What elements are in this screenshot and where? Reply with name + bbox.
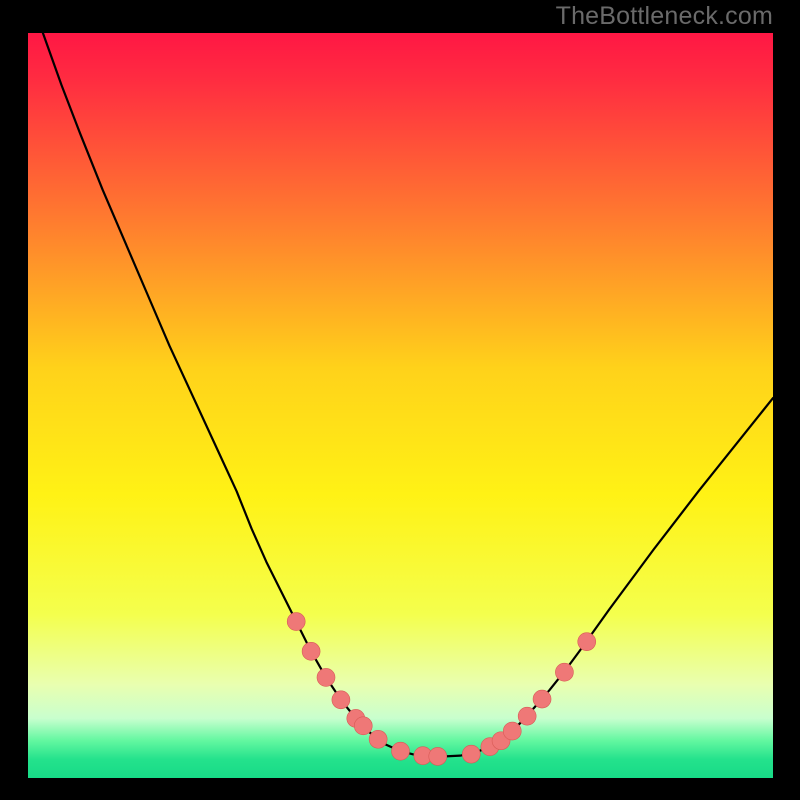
- marker-point: [369, 730, 387, 748]
- plot-background: [28, 33, 773, 778]
- marker-point: [317, 668, 335, 686]
- marker-point: [578, 633, 596, 651]
- marker-point: [503, 722, 521, 740]
- marker-point: [429, 747, 447, 765]
- marker-point: [287, 613, 305, 631]
- marker-point: [354, 717, 372, 735]
- marker-point: [462, 745, 480, 763]
- chart-stage: TheBottleneck.com: [0, 0, 800, 800]
- marker-point: [555, 663, 573, 681]
- marker-point: [302, 642, 320, 660]
- marker-point: [533, 690, 551, 708]
- marker-point: [392, 742, 410, 760]
- marker-point: [518, 707, 536, 725]
- marker-point: [332, 691, 350, 709]
- bottleneck-chart: [0, 0, 800, 800]
